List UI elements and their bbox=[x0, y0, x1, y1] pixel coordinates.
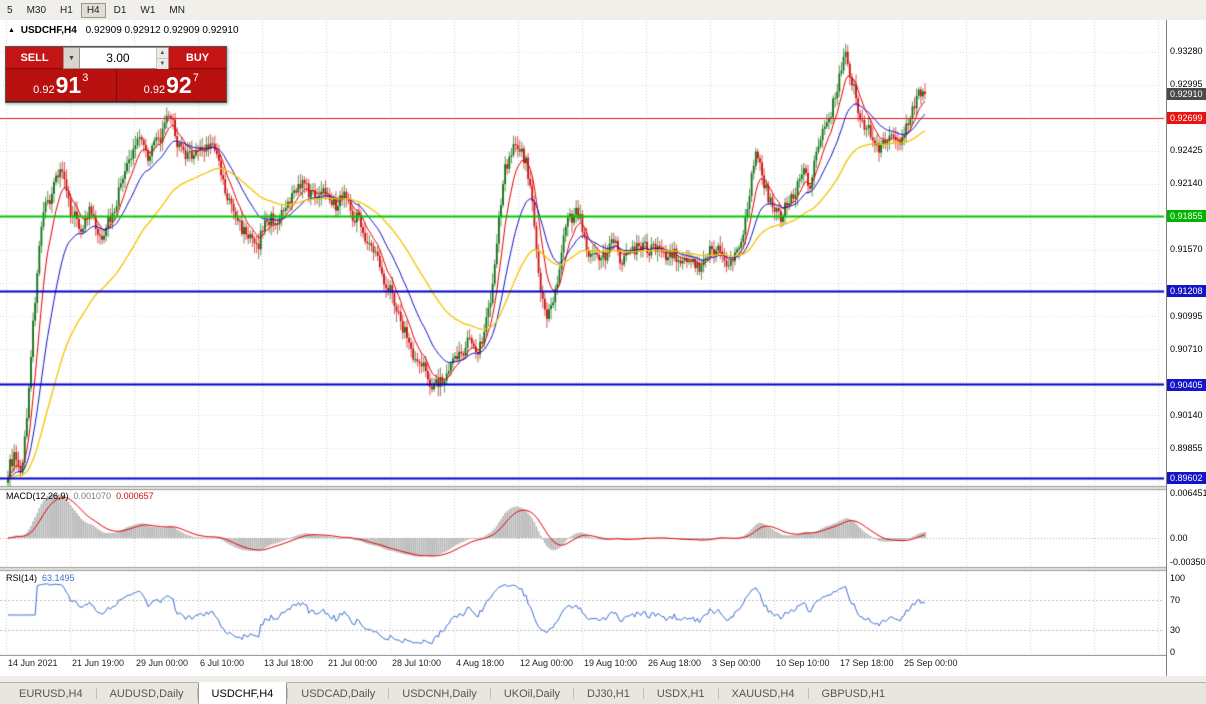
price-badge: 0.91208 bbox=[1167, 285, 1206, 298]
one-click-trading-widget: SELL ▼ ▲ ▼ BUY 0.92 91 3 0.92 92 7 bbox=[5, 46, 227, 103]
volume-spinner: ▲ ▼ bbox=[155, 48, 168, 69]
time-tick-label: 17 Sep 18:00 bbox=[840, 658, 894, 668]
tab-eurusd-h4[interactable]: EURUSD,H4 bbox=[19, 687, 83, 700]
time-tick-label: 10 Sep 10:00 bbox=[776, 658, 830, 668]
collapse-widget-icon[interactable]: ▲ bbox=[8, 27, 15, 34]
time-tick-label: 21 Jul 00:00 bbox=[328, 658, 378, 668]
time-tick-label: 6 Jul 10:00 bbox=[200, 658, 245, 668]
price-badge: 0.92699 bbox=[1167, 112, 1206, 125]
rsi-value: 63.1495 bbox=[42, 573, 75, 583]
sell-price-display[interactable]: 0.92 91 3 bbox=[6, 69, 117, 101]
timeframe-button-h1[interactable]: H1 bbox=[60, 4, 73, 16]
buy-price-prefix: 0.92 bbox=[143, 84, 166, 96]
buy-price-pips: 92 bbox=[166, 72, 192, 98]
price-tick-label: 0.90140 bbox=[1170, 410, 1203, 421]
rsi-tick-label: 100 bbox=[1170, 573, 1186, 583]
tab-ukoil-daily[interactable]: UKOil,Daily bbox=[503, 687, 561, 700]
tab-separator bbox=[573, 688, 575, 699]
macd-indicator-label: MACD(12,26,9) 0.001070 0.000657 bbox=[6, 491, 154, 501]
tab-separator bbox=[489, 688, 491, 699]
chart-title: ▲ USDCHF,H4 0.92909 0.92912 0.92909 0.92… bbox=[8, 25, 239, 36]
macd-tick-label: -0.00350 bbox=[1170, 557, 1206, 568]
rsi-tick-label: 70 bbox=[1170, 595, 1181, 606]
timeframe-button-m30[interactable]: M30 bbox=[26, 4, 47, 16]
timeframe-toolbar: 5 M30 H1 H4 D1 W1 MN bbox=[0, 0, 1206, 21]
volume-input[interactable] bbox=[80, 48, 156, 68]
timeframe-button-mn[interactable]: MN bbox=[169, 4, 185, 16]
time-tick-label: 3 Sep 00:00 bbox=[712, 658, 761, 668]
sell-price-pips: 91 bbox=[55, 72, 82, 98]
price-tick-label: 0.90995 bbox=[1170, 311, 1203, 322]
tab-separator bbox=[807, 688, 809, 699]
timeframe-button-w1[interactable]: W1 bbox=[140, 4, 156, 16]
price-axis: 0.93280 0.92995 0.92425 0.92140 0.91570 0.909… bbox=[1166, 20, 1206, 676]
macd-tick-label: 0.006451 bbox=[1170, 487, 1206, 498]
sell-price-prefix: 0.92 bbox=[33, 84, 55, 96]
buy-price-point: 7 bbox=[192, 72, 199, 84]
time-tick-label: 25 Sep 00:00 bbox=[904, 658, 958, 668]
price-tick-label: 0.92425 bbox=[1170, 145, 1203, 156]
price-tick-label: 0.90710 bbox=[1170, 344, 1203, 355]
price-tick-label: 0.93280 bbox=[1170, 46, 1203, 56]
price-tick-label: 0.91570 bbox=[1170, 244, 1203, 255]
volume-spin-up-icon[interactable]: ▲ bbox=[156, 48, 168, 59]
tab-separator bbox=[196, 688, 198, 699]
tab-dj30-h1[interactable]: DJ30,H1 bbox=[587, 687, 630, 700]
tab-usdcnh-daily[interactable]: USDCNH,Daily bbox=[402, 687, 477, 700]
chart-ohlc-values: 0.92909 0.92912 0.92909 0.92910 bbox=[85, 25, 239, 36]
buy-button[interactable]: BUY bbox=[169, 47, 226, 69]
time-tick-label: 13 Jul 18:00 bbox=[264, 658, 314, 668]
volume-dropdown-button[interactable]: ▼ bbox=[63, 47, 80, 69]
price-badge: 0.90405 bbox=[1167, 378, 1206, 391]
time-tick-label: 28 Jul 10:00 bbox=[392, 658, 442, 668]
time-tick-label: 21 Jun 19:00 bbox=[72, 658, 125, 668]
timeframe-button-5[interactable]: 5 bbox=[7, 4, 13, 16]
tab-gbpusd-h1[interactable]: GBPUSD,H1 bbox=[821, 687, 886, 700]
buy-price-display[interactable]: 0.92 92 7 bbox=[117, 69, 227, 101]
macd-signal-value: 0.000657 bbox=[116, 491, 154, 501]
time-tick-label: 4 Aug 18:00 bbox=[456, 658, 505, 668]
volume-box: ▲ ▼ bbox=[80, 47, 169, 69]
tab-usdx-h1[interactable]: USDX,H1 bbox=[656, 687, 705, 700]
macd-name: MACD(12,26,9) bbox=[6, 491, 69, 501]
time-tick-label: 26 Aug 18:00 bbox=[648, 658, 702, 668]
macd-tick-label: 0.00 bbox=[1170, 532, 1188, 543]
tab-audusd-daily[interactable]: AUDUSD,Daily bbox=[109, 687, 184, 700]
rsi-tick-label: 0 bbox=[1170, 647, 1176, 657]
horizontal-scrollbar[interactable] bbox=[0, 676, 1206, 682]
tab-usdcad-daily[interactable]: USDCAD,Daily bbox=[301, 687, 376, 700]
timeframe-button-h4[interactable]: H4 bbox=[80, 2, 106, 18]
tab-xauusd-h4[interactable]: XAUUSD,H4 bbox=[731, 687, 795, 700]
tab-separator bbox=[287, 688, 289, 699]
tab-separator bbox=[95, 688, 97, 699]
timeframe-button-d1[interactable]: D1 bbox=[113, 4, 127, 16]
price-tick-label: 0.89855 bbox=[1170, 443, 1203, 454]
tab-separator bbox=[642, 688, 644, 699]
rsi-tick-label: 30 bbox=[1170, 624, 1181, 635]
time-tick-label: 14 Jun 2021 bbox=[8, 658, 58, 668]
chart-tabs-bar: EURUSD,H4 AUDUSD,Daily USDCHF,H4 USDCAD,Dai… bbox=[0, 682, 1206, 704]
price-badge: 0.91855 bbox=[1167, 210, 1206, 223]
rsi-indicator-label: RSI(14) 63.1495 bbox=[6, 573, 75, 583]
volume-spin-down-icon[interactable]: ▼ bbox=[156, 59, 168, 69]
tab-separator bbox=[388, 688, 390, 699]
time-tick-label: 19 Aug 10:00 bbox=[584, 658, 638, 668]
macd-main-value: 0.001070 bbox=[73, 491, 112, 501]
price-badge: 0.92910 bbox=[1167, 87, 1206, 100]
time-tick-label: 29 Jun 00:00 bbox=[136, 658, 189, 668]
price-tick-label: 0.92140 bbox=[1170, 178, 1203, 189]
rsi-name: RSI(14) bbox=[6, 573, 38, 583]
tab-separator bbox=[717, 688, 719, 699]
price-chart-canvas[interactable] bbox=[0, 20, 1166, 676]
chart-symbol-label: USDCHF,H4 bbox=[20, 25, 77, 36]
sell-button[interactable]: SELL bbox=[6, 47, 63, 69]
sell-price-point: 3 bbox=[82, 72, 89, 84]
time-axis: 14 Jun 2021 21 Jun 19:00 29 Jun 00:00 6 Jul… bbox=[0, 656, 1166, 672]
price-tick-label: 0.92995 bbox=[1170, 79, 1203, 90]
tab-usdchf-h4[interactable]: USDCHF,H4 bbox=[197, 682, 288, 704]
time-tick-label: 12 Aug 00:00 bbox=[520, 658, 574, 668]
price-badge: 0.89602 bbox=[1167, 471, 1206, 484]
